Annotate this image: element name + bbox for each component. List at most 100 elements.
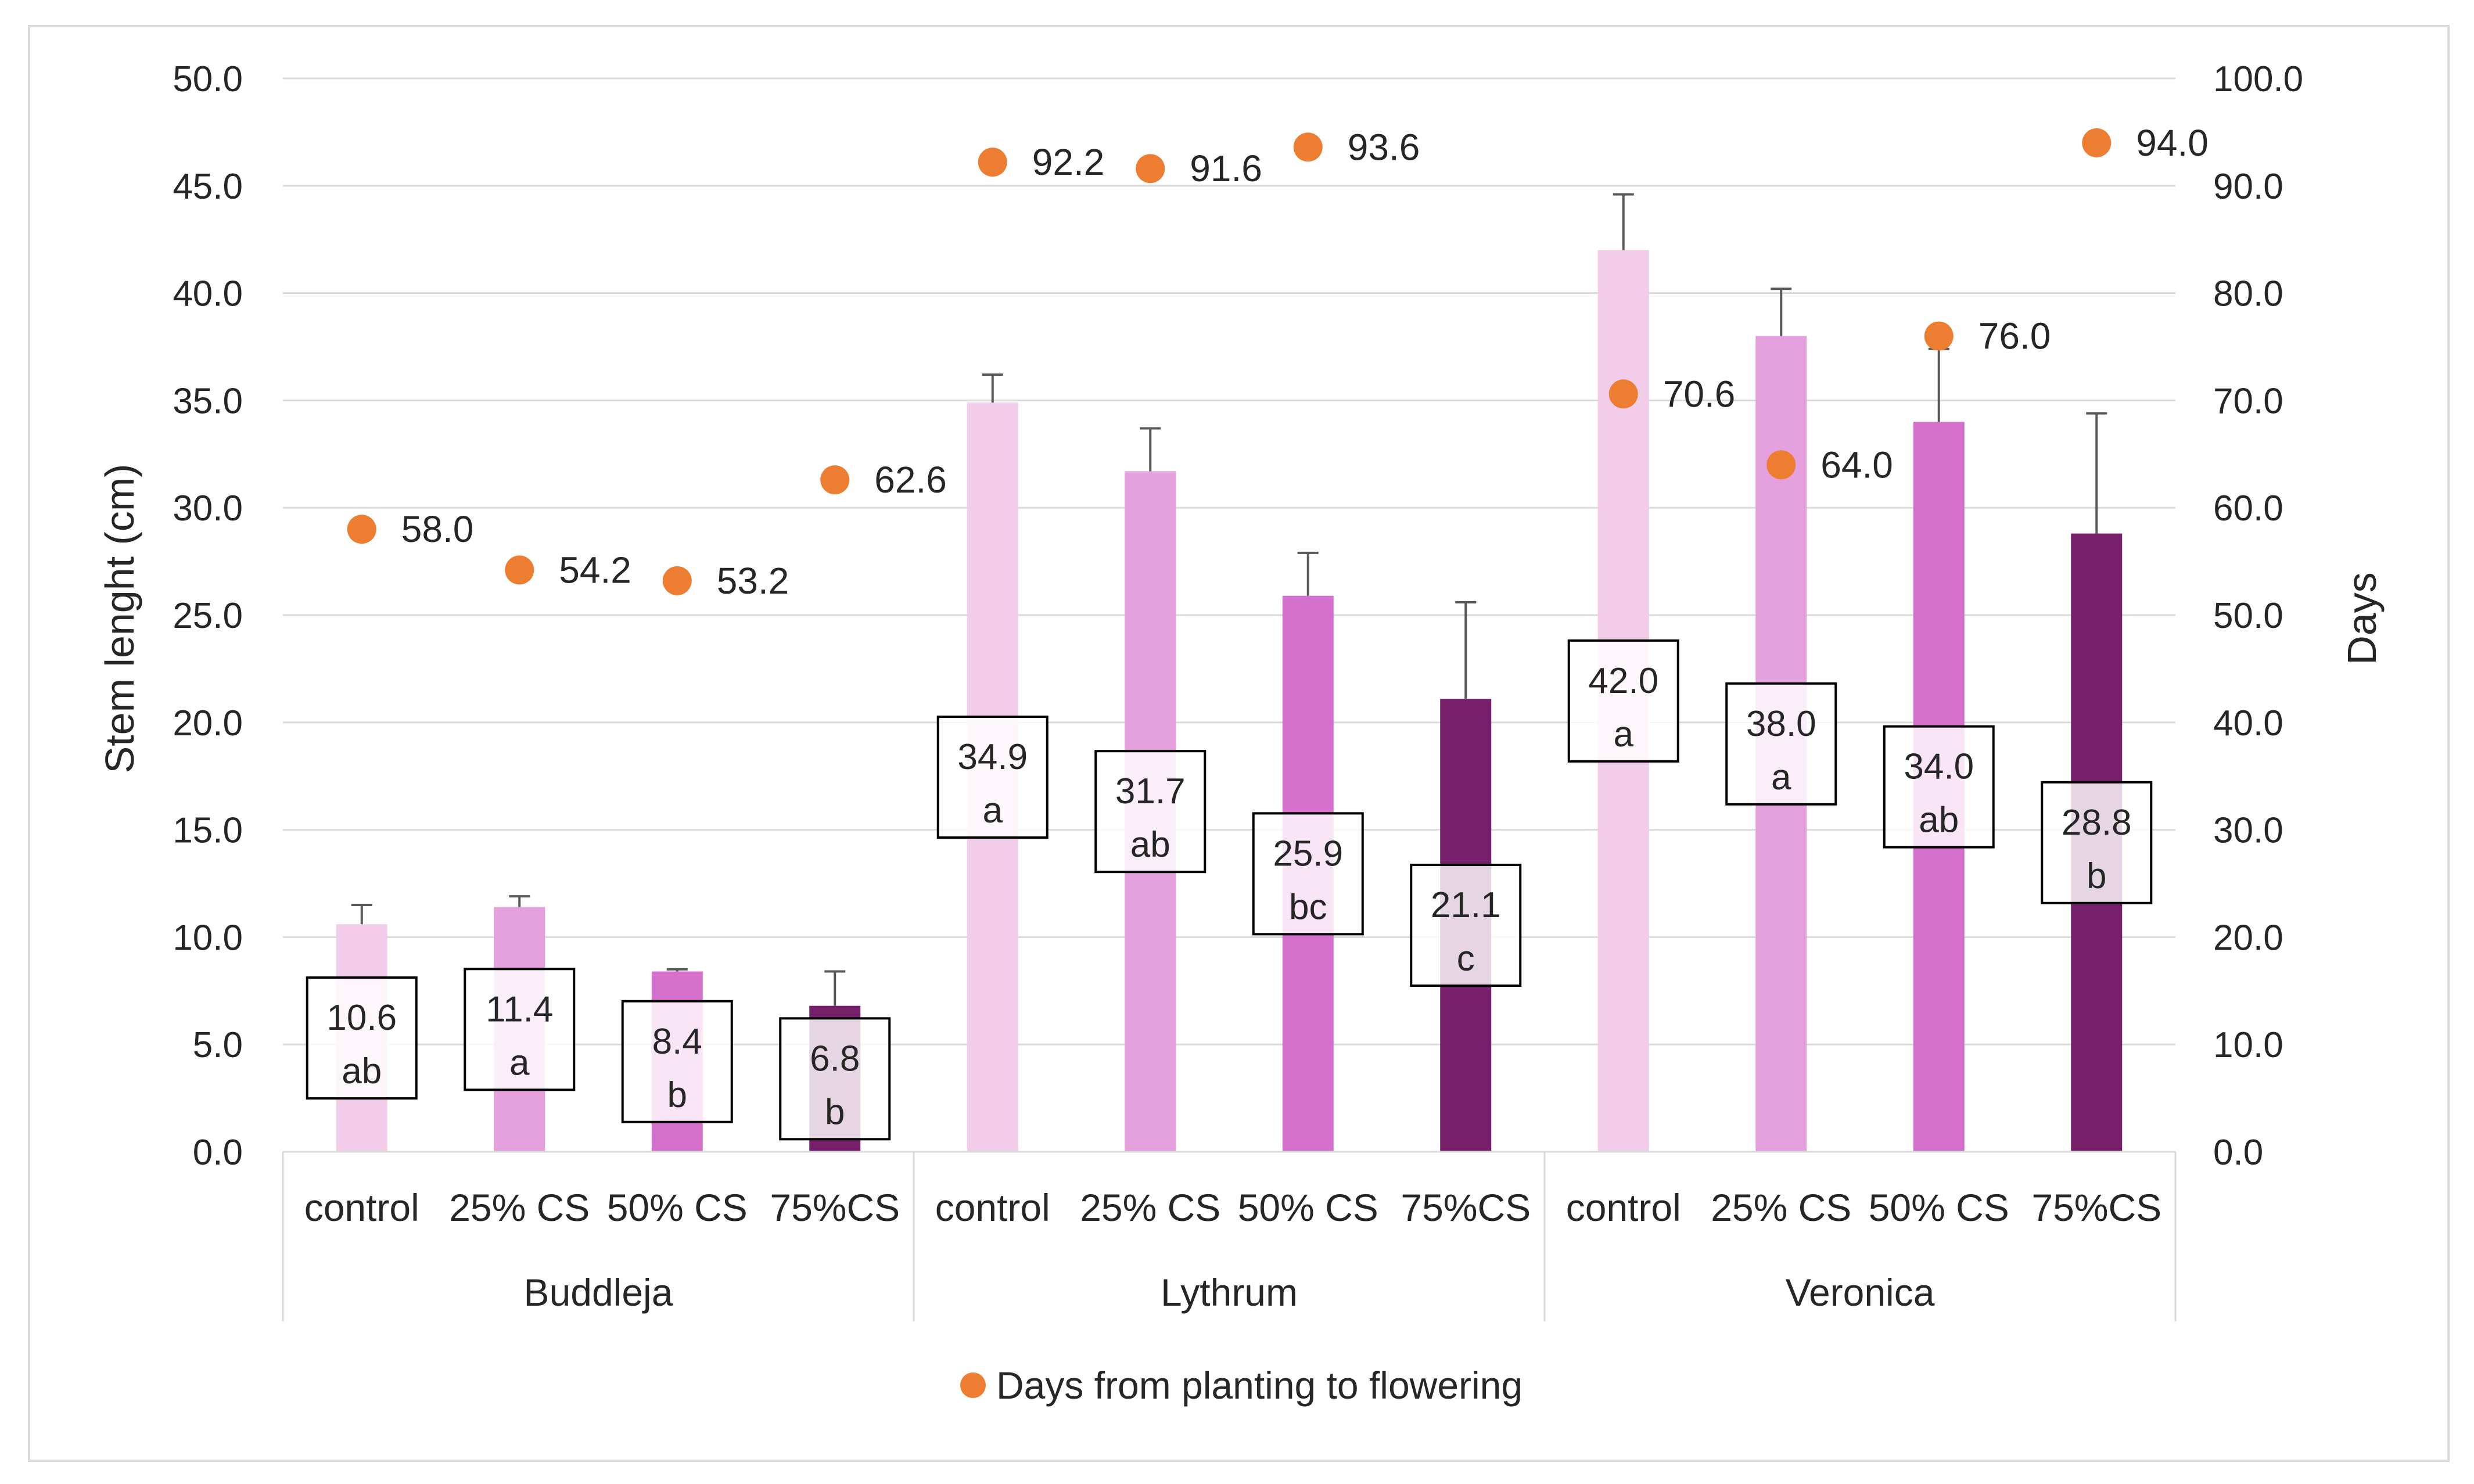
value-label-box [1725, 682, 1837, 806]
significance-letter: b [667, 1075, 687, 1115]
chart-border [28, 25, 2450, 1462]
group-label: Lythrum [1161, 1271, 1298, 1314]
bar-value-label: 8.4 [652, 1022, 702, 1062]
y-left-tick-label: 10.0 [173, 918, 243, 958]
point-value-label: 70.6 [1663, 373, 1736, 415]
point-value-label: 58.0 [401, 508, 474, 550]
value-label-box [464, 968, 576, 1091]
y-right-tick-label: 30.0 [2213, 811, 2283, 851]
value-label-box [306, 976, 418, 1100]
y-left-tick-label: 15.0 [173, 811, 243, 851]
y-right-tick-label: 60.0 [2213, 488, 2283, 529]
point-value-label: 53.2 [717, 560, 789, 602]
bar-value-label: 31.7 [1115, 771, 1186, 811]
value-label-box [2041, 781, 2153, 904]
y-left-tick-label: 20.0 [173, 703, 243, 743]
y-right-tick-label: 40.0 [2213, 703, 2283, 743]
y-right-tick-label: 10.0 [2213, 1025, 2283, 1065]
gridlines [283, 77, 2175, 1045]
y-right-tick-label: 50.0 [2213, 596, 2283, 636]
value-label-box [1567, 639, 1679, 763]
bar-value-label: 42.0 [1588, 661, 1658, 701]
point-value-label: 91.6 [1190, 148, 1262, 189]
y-left-tick-label: 5.0 [193, 1025, 243, 1065]
y-right-tick-label: 0.0 [2213, 1133, 2263, 1173]
category-label: control [304, 1186, 419, 1229]
scatter-point [1766, 450, 1796, 480]
scatter-point [347, 515, 376, 544]
value-label-box [936, 716, 1049, 839]
bar-value-label: 11.4 [486, 989, 553, 1029]
value-label-box [621, 1000, 733, 1123]
significance-letter: b [2087, 856, 2106, 896]
y-left-tick-label: 0.0 [193, 1133, 243, 1173]
scatter-point [505, 555, 534, 585]
y-right-tick-label: 90.0 [2213, 167, 2283, 207]
group-label: Buddleja [524, 1271, 673, 1314]
category-label: 75%CS [2031, 1186, 2161, 1229]
y-left-tick-label: 25.0 [173, 596, 243, 636]
value-label-box [1410, 864, 1522, 987]
category-label: 75%CS [1401, 1186, 1531, 1229]
scatter-point [1608, 379, 1638, 409]
scatter-point [2082, 128, 2112, 157]
significance-letter: a [509, 1043, 530, 1083]
category-label: 25% CS [1711, 1186, 1851, 1229]
y-right-tick-label: 80.0 [2213, 274, 2283, 314]
scatter-point [1136, 154, 1165, 184]
significance-letter: c [1457, 939, 1475, 979]
scatter-point [820, 465, 850, 495]
category-label: control [1566, 1186, 1681, 1229]
category-label: control [935, 1186, 1050, 1229]
y-right-tick-label: 20.0 [2213, 918, 2283, 958]
significance-letter: ab [1130, 825, 1170, 865]
y-left-tick-label: 40.0 [173, 274, 243, 314]
scatter-points: 58.0 54.2 53.2 62.6 92.2 91.6 93.6 70.6 64.0 76.0… [347, 122, 2209, 602]
legend-label: Days from planting to flowering [996, 1364, 1523, 1407]
scatter-point [662, 566, 692, 595]
y-axis-left-title: Stem lenght (cm) [97, 464, 142, 774]
y-right-tick-label: 70.0 [2213, 381, 2283, 421]
scatter-point [1924, 321, 1954, 351]
y-left-tick-label: 45.0 [173, 167, 243, 207]
legend-marker [960, 1372, 986, 1398]
group-label: Veronica [1786, 1271, 1935, 1314]
legend: Days from planting to flowering [960, 1364, 1523, 1407]
point-value-label: 76.0 [1979, 315, 2051, 357]
point-value-label: 94.0 [2136, 122, 2209, 164]
error-bars [351, 193, 2107, 1006]
value-label-box [1252, 812, 1364, 936]
y-right-tick-label: 100.0 [2213, 59, 2303, 99]
point-value-label: 62.6 [874, 459, 947, 501]
y-axis-right-title: Days [2339, 572, 2385, 664]
significance-letter: a [1771, 757, 1791, 797]
value-label-box [1883, 725, 1995, 849]
y-left-tick-label: 35.0 [173, 381, 243, 421]
significance-letter: a [983, 790, 1003, 831]
category-label: 50% CS [1238, 1186, 1378, 1229]
significance-letter: bc [1289, 887, 1327, 927]
bar-value-label: 34.0 [1904, 747, 1974, 787]
bar-value-label: 38.0 [1746, 704, 1816, 744]
point-value-label: 92.2 [1032, 141, 1105, 183]
y-left-tick-label: 30.0 [173, 488, 243, 529]
scatter-point [1293, 132, 1323, 162]
significance-letter: b [825, 1092, 845, 1132]
point-value-label: 64.0 [1821, 444, 1893, 486]
category-label: 25% CS [1080, 1186, 1220, 1229]
point-value-label: 54.2 [559, 549, 631, 591]
category-label: 75%CS [770, 1186, 900, 1229]
category-label: 50% CS [607, 1186, 748, 1229]
category-label: 25% CS [449, 1186, 590, 1229]
point-value-label: 93.6 [1348, 126, 1420, 168]
value-label-box [779, 1017, 891, 1141]
y-left-tick-label: 50.0 [173, 59, 243, 99]
category-label: 50% CS [1869, 1186, 2009, 1229]
significance-letter: a [1614, 714, 1634, 754]
bar-value-label: 21.1 [1431, 885, 1501, 925]
axes: 0.0 5.0 10.0 15.0 20.0 25.0 30.0 35.0 40.0 45.0 50… [173, 59, 2303, 1321]
value-label-box [1094, 750, 1207, 874]
